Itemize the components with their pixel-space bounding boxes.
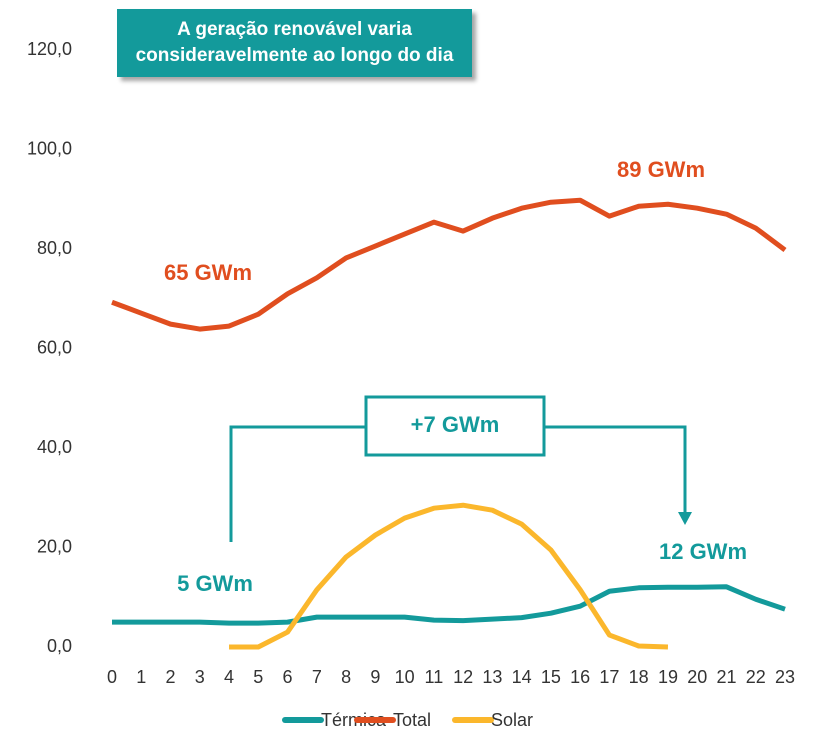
- x-tick-label: 5: [253, 667, 263, 687]
- x-tick-label: 22: [746, 667, 766, 687]
- x-tick-label: 2: [166, 667, 176, 687]
- legend-label: Solar: [491, 710, 533, 730]
- annotation: 12 GWm: [659, 539, 747, 564]
- bracket: [229, 425, 365, 542]
- x-tick-label: 8: [341, 667, 351, 687]
- line-series: [112, 584, 786, 626]
- x-tick-label: 13: [482, 667, 502, 687]
- chart-title: A geração renovável varia consideravelme…: [117, 9, 472, 77]
- annotation: 5 GWm: [177, 571, 253, 596]
- x-tick-label: 20: [687, 667, 707, 687]
- y-tick-label: 20,0: [37, 536, 72, 556]
- y-tick-label: 60,0: [37, 337, 72, 357]
- x-tick-label: 15: [541, 667, 561, 687]
- x-tick-label: 4: [224, 667, 234, 687]
- arrow-head: [678, 512, 692, 525]
- legend-label: Térmica: [321, 710, 387, 730]
- annotation-box: [364, 395, 546, 457]
- x-tick-label: 1: [136, 667, 146, 687]
- legend-label: Total: [393, 710, 431, 730]
- y-tick-label: 40,0: [37, 437, 72, 457]
- x-tick-label: 3: [195, 667, 205, 687]
- x-tick-label: 12: [453, 667, 473, 687]
- y-tick-label: 120,0: [27, 39, 72, 59]
- x-tick-label: 23: [775, 667, 795, 687]
- x-tick-label: 14: [512, 667, 532, 687]
- x-tick-label: 17: [599, 667, 619, 687]
- bracket: [545, 425, 687, 512]
- x-tick-label: 10: [395, 667, 415, 687]
- y-tick-label: 0,0: [47, 636, 72, 656]
- x-tick-label: 11: [425, 667, 444, 687]
- annotation: +7 GWm: [411, 412, 500, 437]
- x-tick-label: 18: [629, 667, 649, 687]
- line-series: [111, 197, 787, 332]
- annotation: 65 GWm: [164, 260, 252, 285]
- x-tick-label: 0: [107, 667, 117, 687]
- annotation: 89 GWm: [617, 157, 705, 182]
- x-tick-label: 19: [658, 667, 678, 687]
- line-series: [229, 502, 669, 650]
- x-tick-label: 9: [370, 667, 380, 687]
- x-tick-label: 7: [312, 667, 322, 687]
- x-tick-label: 6: [283, 667, 293, 687]
- x-tick-label: 21: [716, 667, 736, 687]
- x-tick-label: 16: [570, 667, 590, 687]
- y-tick-label: 100,0: [27, 138, 72, 158]
- y-tick-label: 80,0: [37, 238, 72, 258]
